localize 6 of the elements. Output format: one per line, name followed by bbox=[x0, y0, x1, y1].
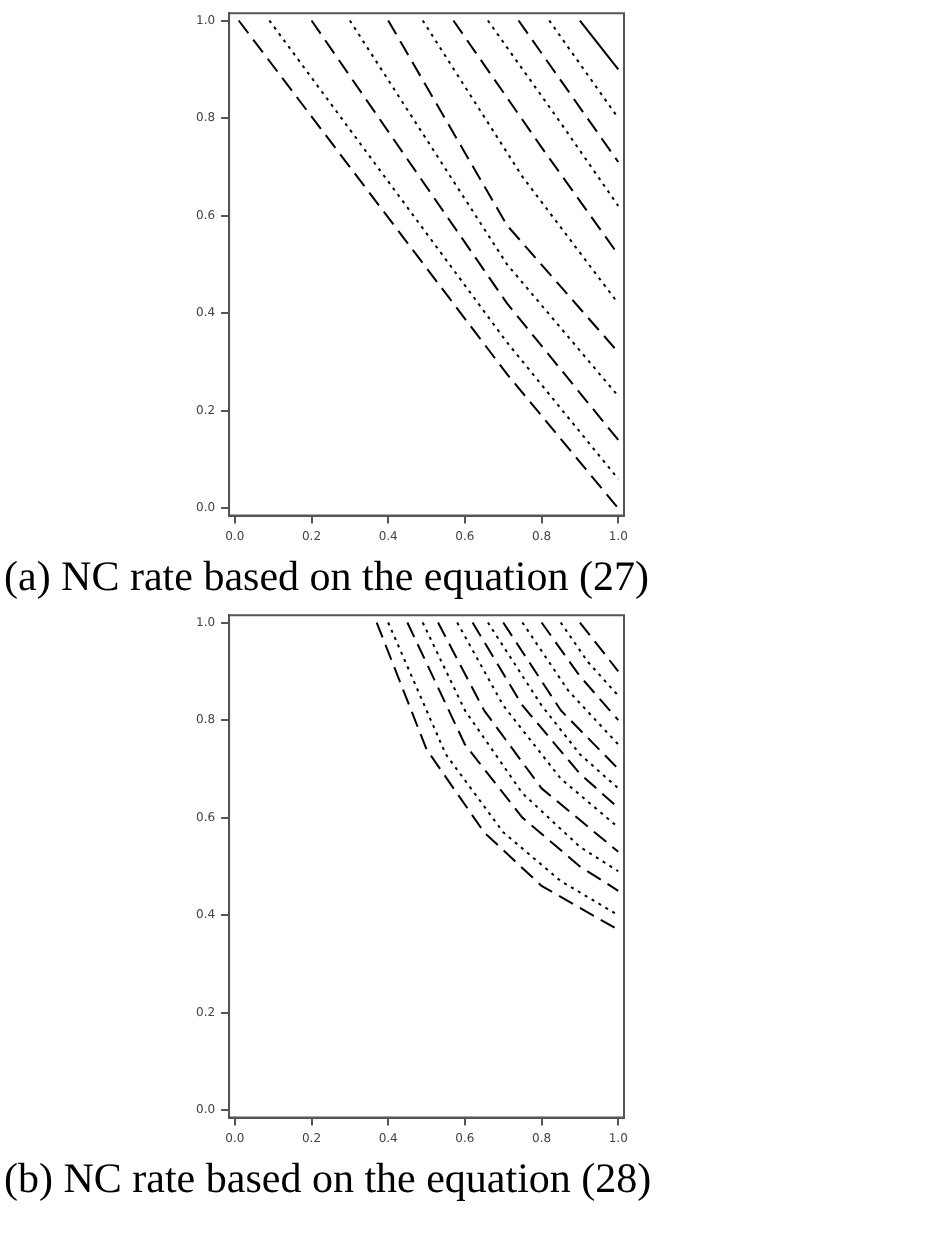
line-series bbox=[471, 621, 620, 809]
line-series bbox=[486, 621, 620, 790]
line-series bbox=[456, 621, 620, 829]
text: (a) NC rate based on the equation (27) bbox=[4, 550, 651, 602]
line-series bbox=[437, 621, 620, 853]
text: (b) NC rate based on the equation (28) bbox=[4, 1152, 654, 1204]
